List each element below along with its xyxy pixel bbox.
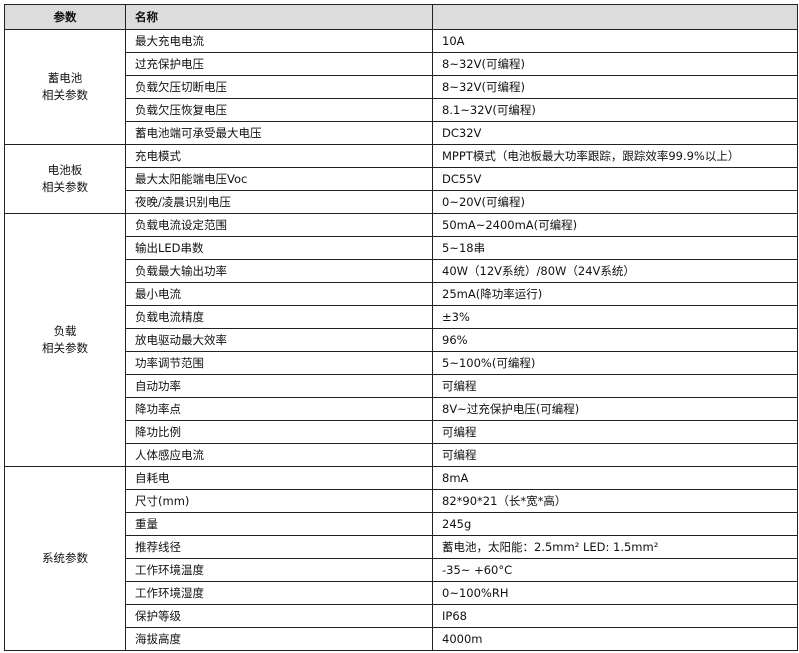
param-name: 负载最大输出功率 bbox=[125, 259, 433, 283]
table-row: 最大太阳能端电压Voc DC55V bbox=[5, 167, 798, 191]
param-value: 8V~过充保护电压(可编程) bbox=[432, 397, 798, 421]
param-value: DC32V bbox=[432, 121, 798, 145]
param-name: 最大充电电流 bbox=[125, 29, 433, 53]
header-row: 参数 名称 bbox=[4, 4, 798, 30]
param-name: 最大太阳能端电压Voc bbox=[125, 167, 433, 191]
param-name: 保护等级 bbox=[125, 604, 433, 628]
param-value: ±3% bbox=[432, 305, 798, 329]
param-value: 5~100%(可编程) bbox=[432, 351, 798, 375]
param-value: 50mA~2400mA(可编程) bbox=[432, 213, 798, 237]
table-row: 降功比例 可编程 bbox=[5, 420, 798, 444]
table-row: 工作环境温度 -35~ +60°C bbox=[5, 558, 798, 582]
param-value: 8~32V(可编程) bbox=[432, 75, 798, 99]
param-name: 最小电流 bbox=[125, 282, 433, 306]
param-name: 放电驱动最大效率 bbox=[125, 328, 433, 352]
param-value: 蓄电池，太阳能：2.5mm² LED: 1.5mm² bbox=[432, 535, 798, 559]
param-value: 8.1~32V(可编程) bbox=[432, 98, 798, 122]
table-row: 输出LED串数 5~18串 bbox=[5, 236, 798, 260]
table-row: 蓄电池 相关参数 最大充电电流 10A bbox=[4, 29, 798, 145]
param-name: 输出LED串数 bbox=[125, 236, 433, 260]
table-row: 功率调节范围 5~100%(可编程) bbox=[5, 351, 798, 375]
param-value: 可编程 bbox=[432, 443, 798, 467]
param-value: MPPT模式（电池板最大功率跟踪，跟踪效率99.9%以上） bbox=[432, 144, 798, 168]
table-row: 夜晚/凌晨识别电压 0~20V(可编程) bbox=[5, 190, 798, 214]
param-name: 降功率点 bbox=[125, 397, 433, 421]
param-name: 自耗电 bbox=[125, 466, 433, 490]
header-name: 名称 bbox=[125, 4, 433, 30]
param-name: 负载电流精度 bbox=[125, 305, 433, 329]
table-row: 蓄电池端可承受最大电压 DC32V bbox=[5, 121, 798, 145]
table-row: 负载欠压恢复电压 8.1~32V(可编程) bbox=[5, 98, 798, 122]
table-row: 降功率点 8V~过充保护电压(可编程) bbox=[5, 397, 798, 421]
header-param: 参数 bbox=[4, 4, 126, 30]
param-value: 8mA bbox=[432, 466, 798, 490]
header-value bbox=[432, 4, 798, 30]
param-value: 可编程 bbox=[432, 374, 798, 398]
param-name: 人体感应电流 bbox=[125, 443, 433, 467]
param-value: DC55V bbox=[432, 167, 798, 191]
param-name: 推荐线径 bbox=[125, 535, 433, 559]
param-value: 0~100%RH bbox=[432, 581, 798, 605]
param-name: 降功比例 bbox=[125, 420, 433, 444]
table-row: 保护等级 IP68 bbox=[5, 604, 798, 628]
table-row: 人体感应电流 可编程 bbox=[5, 443, 798, 467]
param-name: 过充保护电压 bbox=[125, 52, 433, 76]
param-value: -35~ +60°C bbox=[432, 558, 798, 582]
param-name: 工作环境湿度 bbox=[125, 581, 433, 605]
table-row: 负载 相关参数 负载电流设定范围 50mA~2400mA(可编程) bbox=[4, 213, 798, 467]
param-value: 82*90*21（长*宽*高） bbox=[432, 489, 798, 513]
table-row: 自动功率 可编程 bbox=[5, 374, 798, 398]
param-value: 4000m bbox=[432, 627, 798, 651]
spec-body: 蓄电池 相关参数 最大充电电流 10A 过充保护电压 8~32V(可编程) 负载欠压切断电… bbox=[4, 29, 798, 651]
param-value: IP68 bbox=[432, 604, 798, 628]
param-value: 8~32V(可编程) bbox=[432, 52, 798, 76]
param-value: 25mA(降功率运行) bbox=[432, 282, 798, 306]
param-name: 自动功率 bbox=[125, 374, 433, 398]
param-name: 充电模式 bbox=[125, 144, 433, 168]
param-value: 0~20V(可编程) bbox=[432, 190, 798, 214]
param-name: 负载欠压恢复电压 bbox=[125, 98, 433, 122]
param-value: 40W（12V系统）/80W（24V系统） bbox=[432, 259, 798, 283]
param-name: 负载欠压切断电压 bbox=[125, 75, 433, 99]
group-label: 系统参数 bbox=[4, 466, 126, 651]
table-row: 海拔高度 4000m bbox=[5, 627, 798, 651]
param-value: 可编程 bbox=[432, 420, 798, 444]
table-row: 负载最大输出功率 40W（12V系统）/80W（24V系统） bbox=[5, 259, 798, 283]
group-label: 蓄电池 相关参数 bbox=[4, 29, 126, 145]
param-value: 245g bbox=[432, 512, 798, 536]
param-name: 夜晚/凌晨识别电压 bbox=[125, 190, 433, 214]
table-row: 系统参数 自耗电 8mA bbox=[4, 466, 798, 651]
param-name: 蓄电池端可承受最大电压 bbox=[125, 121, 433, 145]
param-name: 工作环境温度 bbox=[125, 558, 433, 582]
group-label: 负载 相关参数 bbox=[4, 213, 126, 467]
param-name: 海拔高度 bbox=[125, 627, 433, 651]
param-value: 10A bbox=[432, 29, 798, 53]
spec-table: 参数 名称 蓄电池 相关参数 最大充电电流 10A 过充保护电压 8~32V(可编程) 负… bbox=[4, 4, 798, 651]
param-name: 负载电流设定范围 bbox=[125, 213, 433, 237]
param-value: 96% bbox=[432, 328, 798, 352]
table-row: 过充保护电压 8~32V(可编程) bbox=[5, 52, 798, 76]
group-label: 电池板 相关参数 bbox=[4, 144, 126, 214]
param-value: 5~18串 bbox=[432, 236, 798, 260]
param-name: 尺寸(mm) bbox=[125, 489, 433, 513]
param-name: 重量 bbox=[125, 512, 433, 536]
table-row: 电池板 相关参数 充电模式 MPPT模式（电池板最大功率跟踪，跟踪效率99.9%以上… bbox=[4, 144, 798, 214]
param-name: 功率调节范围 bbox=[125, 351, 433, 375]
